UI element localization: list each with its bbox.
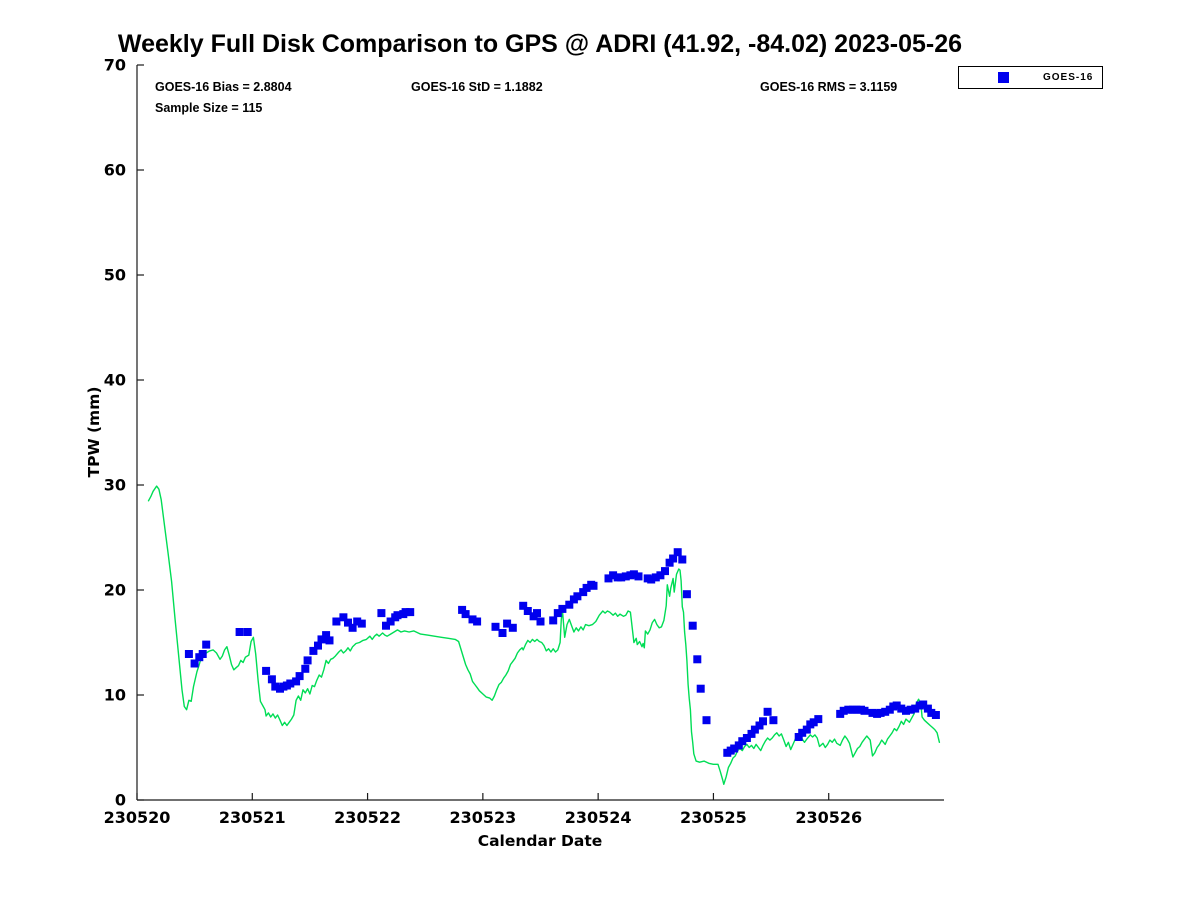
x-tick-label: 230521	[219, 808, 286, 827]
tick-labels: 0 10 20 30 40 50 60 70 230520 230521 230522 230523 2…	[104, 56, 863, 828]
legend-label: GOES-16	[1043, 72, 1094, 83]
y-tick-label: 60	[104, 161, 126, 180]
legend: GOES-16	[958, 66, 1103, 89]
y-tick-label: 10	[104, 686, 126, 705]
gps-line	[147, 485, 941, 785]
y-tick-label: 20	[104, 581, 126, 600]
goes16-markers	[184, 548, 940, 757]
stat-std: GOES-16 StD = 1.1882	[411, 80, 543, 94]
axes	[136, 64, 944, 801]
x-tick-label: 230522	[334, 808, 401, 827]
stat-sample-size: Sample Size = 115	[155, 101, 263, 115]
x-tick-label: 230525	[680, 808, 747, 827]
x-tick-label: 230526	[795, 808, 862, 827]
x-tick-label: 230520	[104, 808, 171, 827]
y-tick-label: 70	[104, 56, 126, 75]
goes16-square-marker-icon	[998, 72, 1009, 83]
y-tick-label: 50	[104, 266, 126, 285]
y-tick-label: 40	[104, 371, 126, 390]
stat-rms: GOES-16 RMS = 3.1159	[760, 80, 898, 94]
stat-bias: GOES-16 Bias = 2.8804	[155, 80, 292, 94]
chart-title: Weekly Full Disk Comparison to GPS @ ADR…	[117, 30, 963, 58]
x-tick-label: 230524	[565, 808, 632, 827]
x-tick-label: 230523	[449, 808, 516, 827]
y-tick-label: 0	[115, 791, 126, 810]
x-axis-label: Calendar Date	[477, 832, 603, 850]
y-tick-label: 30	[104, 476, 126, 495]
